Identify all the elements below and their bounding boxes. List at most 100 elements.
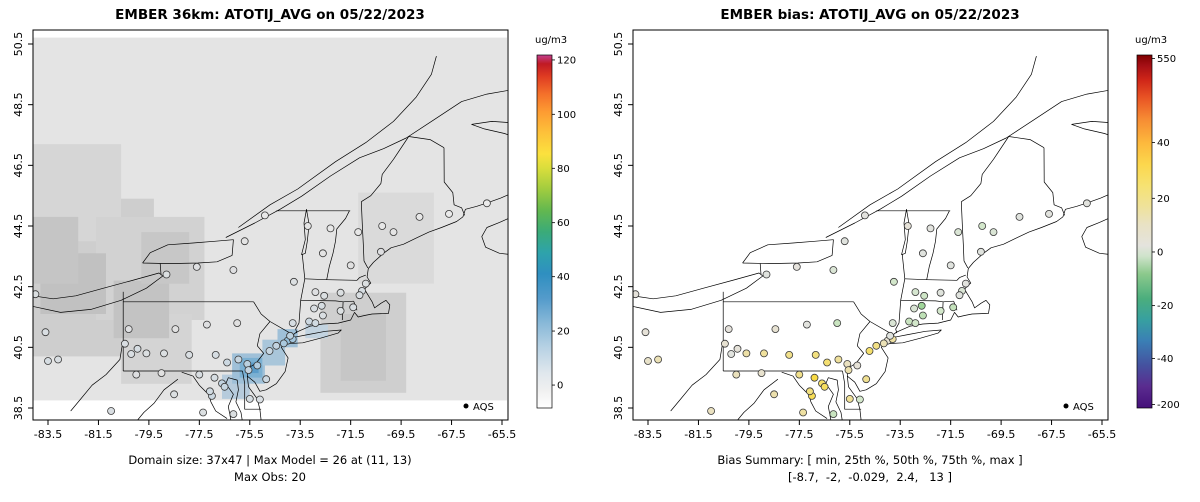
obs-point — [354, 228, 363, 237]
obs-point — [389, 228, 398, 237]
obs-point — [954, 228, 963, 237]
svg-text:-73.5: -73.5 — [886, 428, 914, 441]
obs-point — [289, 277, 298, 286]
obs-point — [142, 349, 151, 358]
obs-point — [770, 390, 779, 399]
obs-point — [220, 382, 229, 391]
model-map-canvas: -83.5 -81.5 -79.5 -77.5 -75.5 -73.5 -71.5 -69.5… — [12, 29, 576, 441]
obs-point — [355, 291, 364, 300]
svg-text:38.5: 38.5 — [12, 396, 25, 421]
obs-point — [318, 249, 327, 258]
obs-point — [41, 328, 50, 337]
basemap-outline-layer — [33, 56, 508, 420]
obs-point — [199, 408, 208, 417]
obs-point — [279, 339, 288, 348]
obs-point — [286, 331, 295, 340]
svg-text:-71.5: -71.5 — [336, 428, 364, 441]
obs-point — [378, 222, 387, 230]
obs-points-layer — [633, 199, 1091, 419]
obs-point — [918, 311, 927, 320]
obs-point — [840, 237, 849, 246]
obs-point — [211, 350, 220, 359]
svg-text:-83.5: -83.5 — [634, 428, 662, 441]
obs-point — [855, 395, 864, 404]
svg-text:120: 120 — [557, 55, 576, 66]
svg-text:0: 0 — [557, 381, 563, 392]
aqs-legend-dot-icon — [463, 403, 469, 409]
svg-text:-75.5: -75.5 — [836, 428, 864, 441]
svg-text:42.5: 42.5 — [12, 274, 25, 299]
obs-point — [961, 279, 970, 288]
obs-point — [160, 349, 168, 358]
svg-text:-83.5: -83.5 — [34, 428, 62, 441]
obs-point — [733, 344, 742, 353]
y-axis: 38.5 40.5 42.5 44.5 46.5 48.5 50.5 — [612, 32, 633, 420]
obs-point — [834, 355, 843, 364]
obs-point — [989, 228, 998, 237]
obs-point — [654, 355, 662, 364]
svg-text:-67.5: -67.5 — [1037, 428, 1065, 441]
obs-point — [265, 347, 274, 355]
svg-text:-75.5: -75.5 — [236, 428, 264, 441]
obs-point — [742, 349, 751, 358]
obs-point — [262, 375, 271, 384]
obs-point — [724, 325, 733, 334]
obs-point — [910, 304, 919, 313]
svg-text:40.5: 40.5 — [612, 335, 625, 360]
obs-point — [192, 262, 201, 271]
obs-point — [336, 288, 345, 297]
obs-point — [795, 370, 804, 379]
obs-point — [326, 224, 335, 233]
svg-text:20: 20 — [1157, 194, 1170, 205]
obs-point — [936, 306, 945, 315]
obs-point — [288, 319, 297, 328]
obs-point — [802, 320, 811, 329]
svg-text:-79.5: -79.5 — [735, 428, 763, 441]
obs-point — [229, 266, 238, 274]
obs-point — [311, 319, 320, 328]
svg-text:50.5: 50.5 — [612, 32, 625, 57]
obs-point — [845, 394, 854, 403]
map-layers — [633, 56, 1108, 420]
obs-point — [865, 347, 874, 355]
aqs-legend-label: AQS — [473, 402, 494, 413]
obs-point — [107, 407, 115, 415]
obs-point — [886, 331, 895, 340]
obs-point — [757, 369, 766, 378]
svg-text:-69.5: -69.5 — [987, 428, 1015, 441]
map-layers — [33, 37, 508, 420]
svg-text:-77.5: -77.5 — [785, 428, 813, 441]
obs-point — [361, 279, 370, 288]
obs-point — [260, 211, 269, 220]
obs-point — [641, 328, 650, 337]
model-map-footer-maxobs: Max Obs: 20 — [234, 470, 306, 484]
obs-point — [844, 366, 853, 375]
obs-point — [721, 339, 729, 348]
svg-text:550: 550 — [1157, 54, 1176, 65]
obs-point — [829, 410, 838, 419]
model-map-footer-domain: Domain size: 37x47 | Max Model = 26 at (… — [128, 453, 412, 467]
obs-point — [195, 370, 204, 379]
obs-point — [245, 394, 254, 403]
obs-point — [54, 355, 62, 364]
obs-point — [482, 199, 491, 208]
svg-text:38.5: 38.5 — [612, 396, 625, 421]
obs-point — [732, 370, 741, 379]
plot-box — [632, 29, 1109, 421]
svg-text:20: 20 — [557, 327, 570, 338]
obs-point — [905, 317, 914, 326]
obs-point — [205, 387, 214, 396]
model-raster-layer — [33, 37, 507, 401]
svg-text:40: 40 — [1157, 138, 1170, 149]
svg-text:46.5: 46.5 — [612, 153, 625, 178]
bias-map-panel: EMBER bias: ATOTIJ_AVG on 05/22/2023 -83… — [600, 0, 1200, 502]
obs-point — [376, 247, 385, 256]
svg-text:48.5: 48.5 — [12, 92, 25, 117]
obs-point — [926, 224, 935, 233]
obs-point — [157, 369, 166, 378]
obs-point — [240, 237, 249, 246]
obs-point — [44, 357, 52, 365]
obs-point — [762, 270, 771, 279]
svg-text:42.5: 42.5 — [612, 274, 625, 299]
obs-point — [233, 319, 242, 328]
